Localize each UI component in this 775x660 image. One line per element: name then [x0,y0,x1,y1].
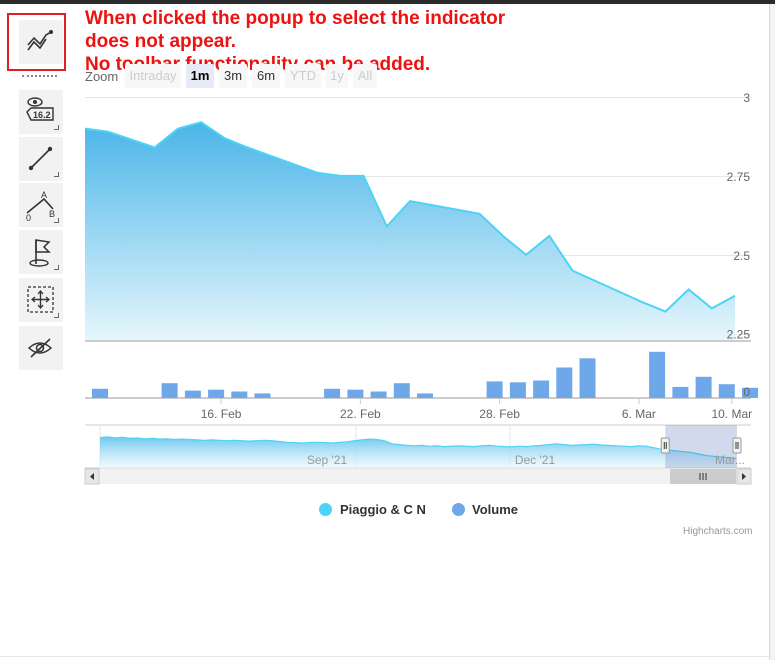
volume-bar [509,382,526,398]
x-tick-label: 28. Feb [479,407,520,421]
volume-bar [742,387,758,398]
volume-bar [208,389,225,398]
volume-bar [718,384,735,398]
submenu-indicator [54,313,59,318]
navigator-label: Mar... [715,453,745,467]
legend-item-volume[interactable]: Volume [472,502,518,517]
volume-bar [347,389,364,398]
flag-icon [29,239,51,267]
volume-bar [672,386,689,398]
fibonacci-tool-button[interactable]: A 0 B [19,183,63,227]
legend-item-price[interactable]: Piaggio & C N [340,502,426,517]
volume-bar [370,391,387,398]
crosshair-pan-icon [27,286,54,313]
volume-bar [254,393,271,398]
volume-bar [533,380,550,398]
indicators-icon [27,30,53,51]
window-top-bar [0,0,775,4]
submenu-indicator [54,265,59,270]
volume-bar [486,381,503,398]
axis-labels: 3 2.75 2.5 2.25 0 16. Feb 22. Feb 28. Feb 6. Mar… [201,91,752,421]
y-tick-label: 2.25 [727,328,751,342]
volume-bar [417,393,433,398]
navigator-mask [665,425,737,468]
legend-dot-price[interactable] [319,503,332,516]
volume-bar [324,388,341,398]
navigator-line [99,436,737,459]
stock-chart: 3 2.75 2.5 2.25 0 16. Feb 22. Feb 28. Feb 6. Mar… [84,91,758,485]
y-tick-label: 2.75 [727,170,751,184]
submenu-indicator [54,172,59,177]
x-tick-label: 6. Mar [622,407,656,421]
toolbar-separator [22,75,57,77]
fibonacci-icon: A 0 B [26,190,55,223]
y-tick-label: 2.5 [733,249,750,263]
fib-label-b: B [49,209,55,219]
volume-tick-label: 0 [743,385,750,399]
volume-bar [393,383,410,398]
range-button-3m[interactable]: 3m [219,64,247,88]
navigator-handle [732,437,742,454]
volume-bar [649,351,666,398]
x-tick-label: 10. Mar [711,407,752,421]
indicators-button[interactable] [19,20,63,64]
range-button-all[interactable]: All [353,64,377,88]
range-button-intraday[interactable]: Intraday [125,64,181,88]
range-button-1m[interactable]: 1m [186,64,214,88]
navigator-label: Dec '21 [515,453,556,467]
volume-bar [92,388,108,398]
fib-label-0: 0 [26,213,31,223]
range-button-ytd[interactable]: YTD [285,64,321,88]
volume-bars [92,351,758,398]
divider [0,656,769,657]
fib-label-a: A [41,190,47,200]
label-value-text: 16.2 [33,110,51,120]
highcharts-credits[interactable]: Highcharts.com [683,526,753,537]
label-eye-icon: 16.2 [26,97,54,121]
range-button-6m[interactable]: 6m [252,64,280,88]
navigator-area [100,436,736,468]
navigator-handle [660,437,670,454]
zoom-pan-tool-button[interactable] [19,278,63,322]
legend-dot-volume[interactable] [452,503,465,516]
line-segment-icon [28,146,53,171]
x-tick-label: 16. Feb [201,407,242,421]
volume-bar [695,376,712,398]
label-annotation-button[interactable]: 16.2 [19,90,63,134]
volume-bar [231,391,248,398]
navigator[interactable]: Sep '21 Dec '21 Mar... [84,424,752,485]
annotation-line-2: does not appear. [85,31,236,52]
submenu-indicator [54,218,59,223]
volume-bar [556,367,573,398]
price-line [84,121,736,313]
toggle-annotations-button[interactable] [19,326,63,370]
x-tick-label: 22. Feb [340,407,381,421]
navigator-label: Sep '21 [307,453,348,467]
submenu-indicator [54,125,59,130]
zoom-label: Zoom [85,69,119,84]
range-button-1y[interactable]: 1y [326,64,348,88]
scroll-right-arrow-icon [742,473,746,480]
annotation-line-1: When clicked the popup to select the ind… [85,8,506,29]
volume-bar [579,358,596,398]
volume-bar [184,390,201,398]
flag-tool-button[interactable] [19,230,63,274]
eye-hidden-icon [27,338,53,358]
price-area [85,122,735,340]
y-tick-label: 3 [743,91,750,105]
line-tool-button[interactable] [19,137,63,181]
annotation-highlight-box [7,13,66,71]
volume-bar [161,383,178,398]
scroll-left-arrow-icon [90,473,94,480]
navigator-scrollbar-track [85,469,751,484]
page-scrollbar[interactable] [769,4,775,660]
